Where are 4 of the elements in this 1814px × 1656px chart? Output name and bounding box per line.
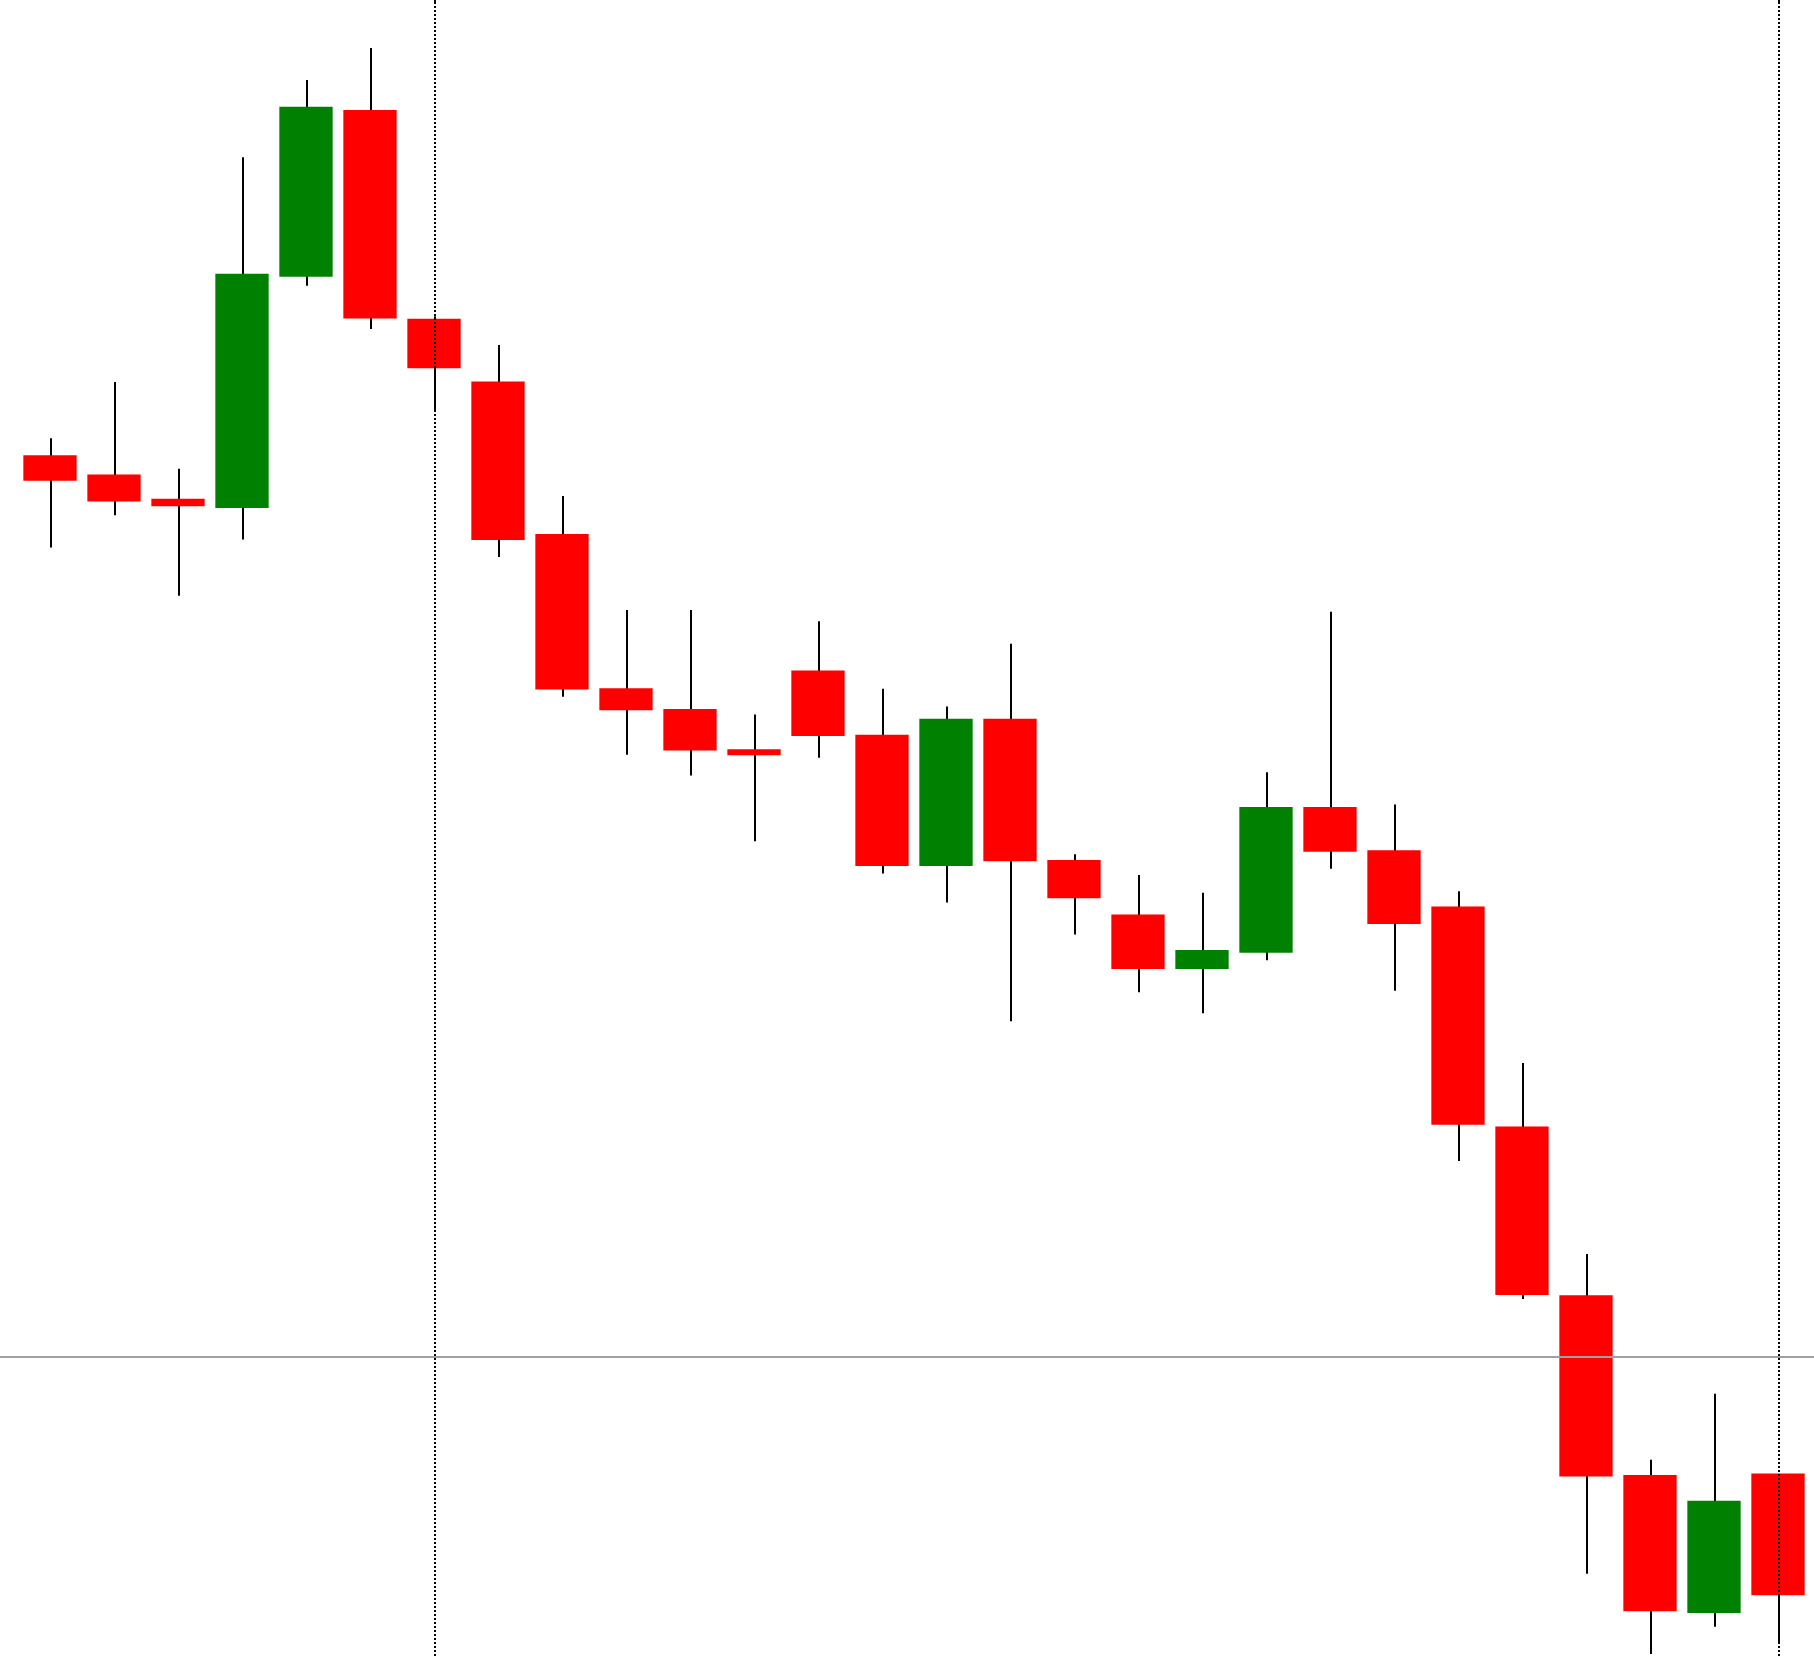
- candlestick: [727, 713, 781, 843]
- candlestick: [599, 609, 653, 756]
- candlestick: [151, 467, 205, 597]
- candlestick: [1175, 891, 1229, 1015]
